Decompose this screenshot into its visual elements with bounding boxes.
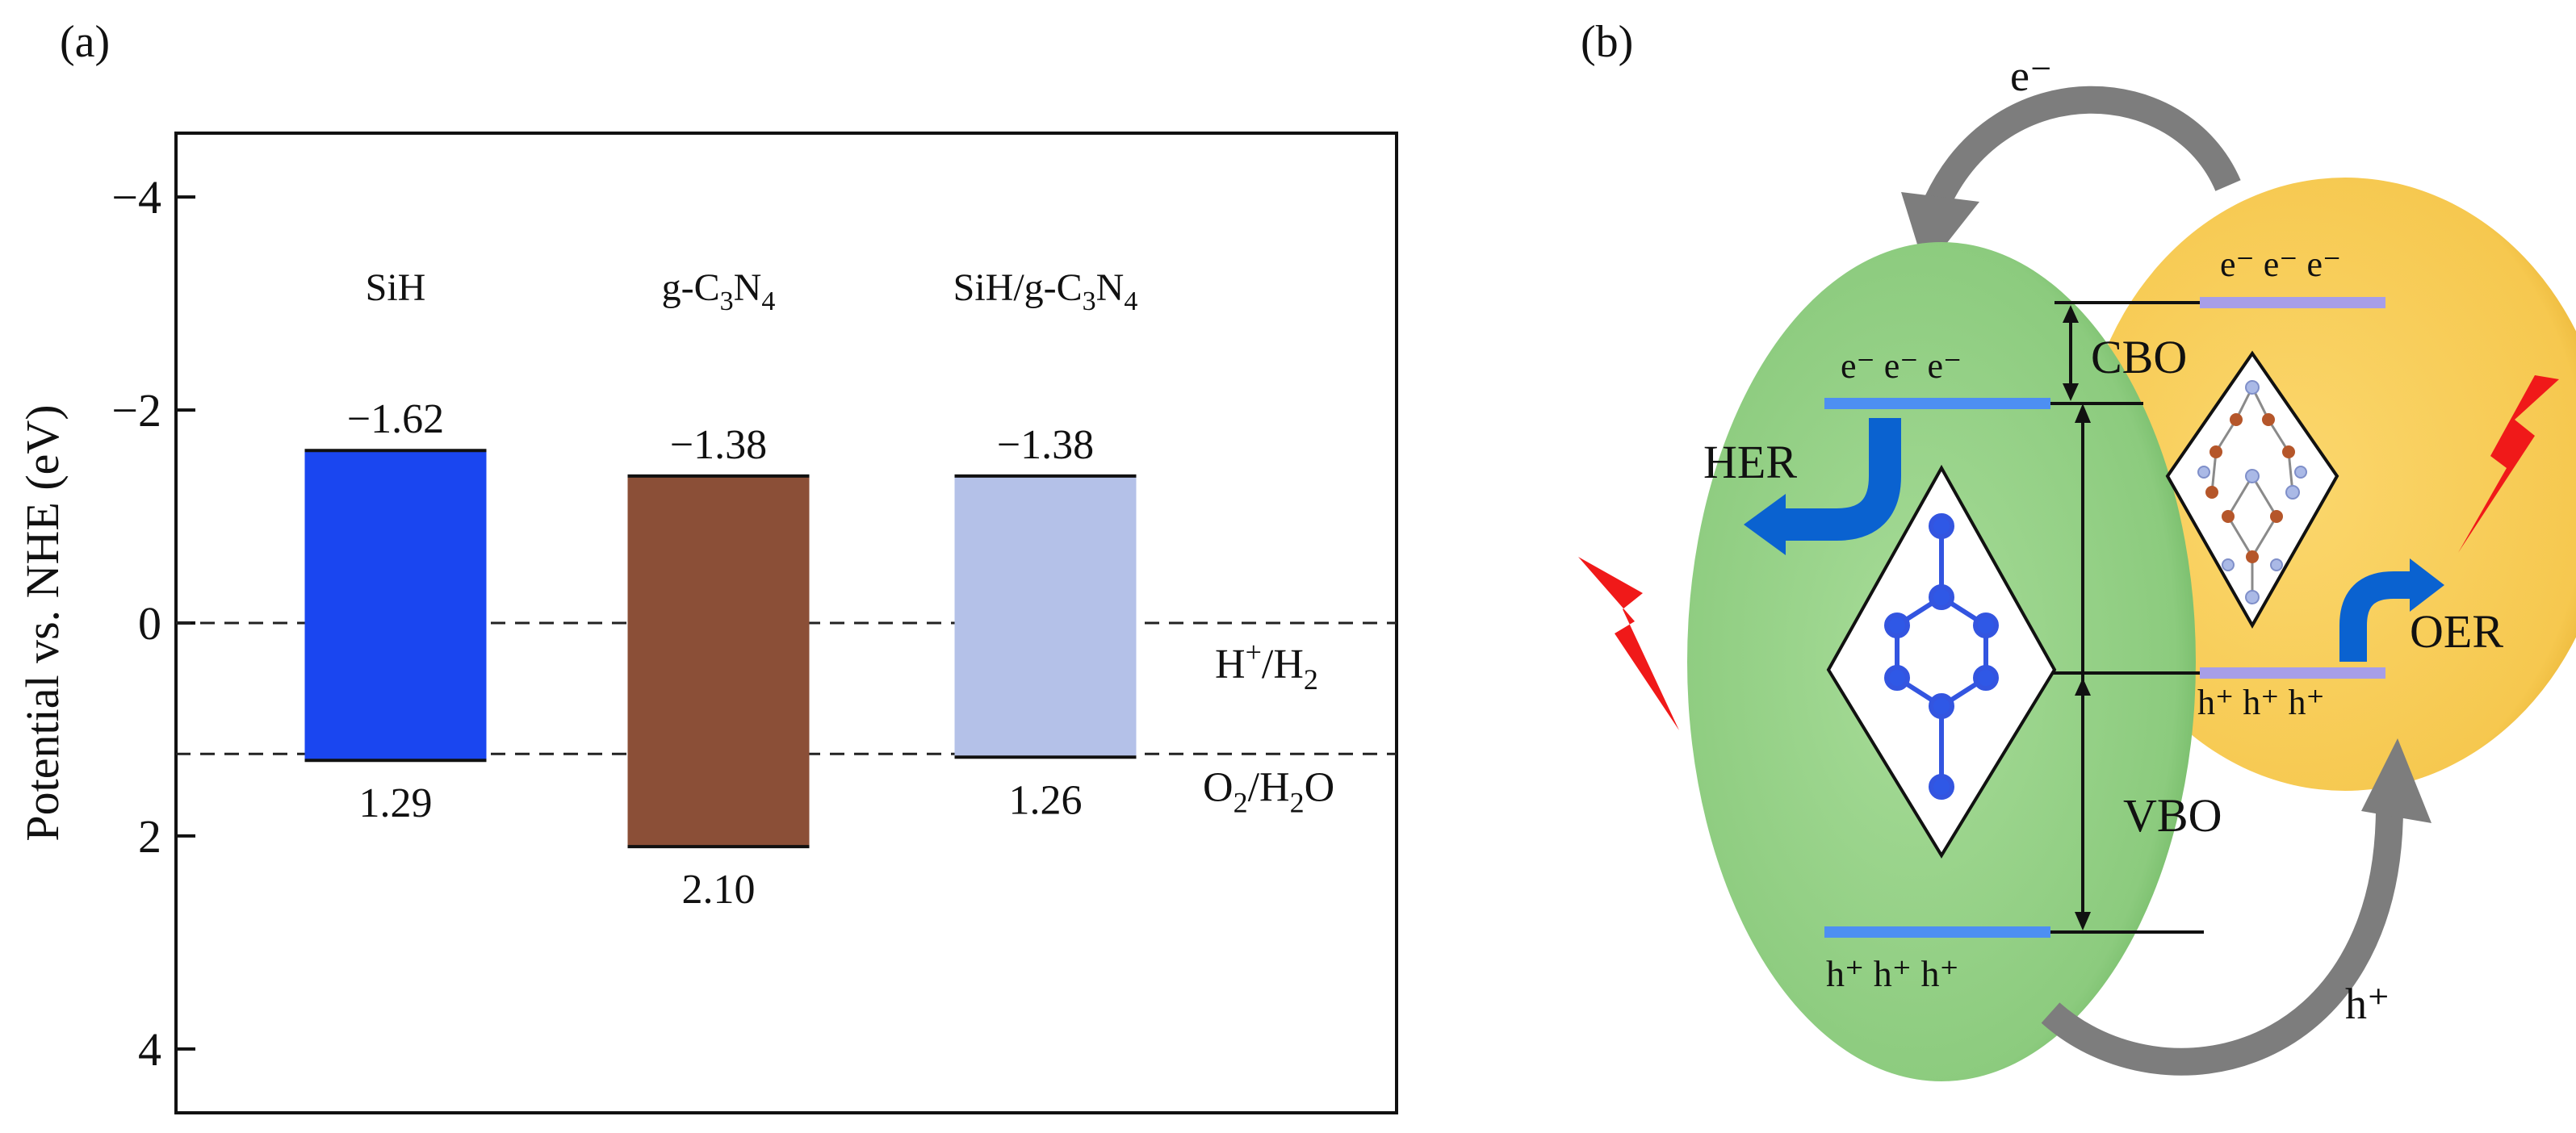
her-arrowhead bbox=[1744, 494, 1786, 555]
oer-label: OER bbox=[2410, 605, 2503, 658]
o2-h2o-label: O2/H2O bbox=[1203, 764, 1334, 818]
cbm-value-label: −1.62 bbox=[347, 396, 444, 442]
g-c3n4-cb-electrons: e⁻ e⁻ e⁻ bbox=[2220, 245, 2341, 284]
band-edge-chart: −4 −2 0 2 4 Potential vs. NHE (eV) H+/H2 O2/… bbox=[16, 132, 1398, 1114]
y-tick-label: 2 bbox=[138, 810, 161, 863]
g-c3n4-vb-holes: h⁺ h⁺ h⁺ bbox=[2197, 683, 2325, 722]
cbo-arrowhead-up bbox=[2063, 305, 2079, 323]
sih-structure-icon bbox=[1884, 513, 1999, 800]
y-axis-label: Potential vs. NHE (eV) bbox=[16, 404, 69, 841]
oer-arrow bbox=[2339, 571, 2414, 662]
y-axis-ticks: −4 −2 0 2 4 bbox=[111, 171, 195, 1076]
vbm-value-label: 1.29 bbox=[359, 780, 433, 826]
lightning-bolt-right-icon bbox=[2458, 375, 2559, 553]
her-arrow bbox=[1772, 418, 1901, 541]
panel-a-label: (a) bbox=[60, 17, 110, 67]
oer-arrowhead bbox=[2410, 558, 2444, 612]
cbm-value-label: −1.38 bbox=[670, 422, 767, 468]
category-label: SiH bbox=[366, 266, 426, 309]
vbo-arrowhead-up bbox=[2075, 678, 2091, 696]
cbo-label: CBO bbox=[2091, 331, 2187, 383]
bar-g-c3n4 bbox=[627, 475, 810, 847]
band-alignment-diagram: e⁻ h⁺ CBO VBO e⁻ e⁻ e⁻ h⁺ h bbox=[1578, 52, 2576, 1081]
vbm-value-label: 2.10 bbox=[682, 867, 756, 913]
electron-label: e⁻ bbox=[2010, 52, 2052, 100]
hole-label: h⁺ bbox=[2345, 980, 2390, 1028]
panel-b-label: (b) bbox=[1581, 17, 1633, 67]
bar-sih-g-c3n4 bbox=[954, 475, 1137, 758]
cbo-arrowhead-down bbox=[2063, 383, 2079, 401]
electron-transfer-arrow bbox=[1925, 86, 2241, 208]
hole-transfer-arrow bbox=[2041, 806, 2403, 1076]
cbm-value-label: −1.38 bbox=[997, 422, 1094, 468]
lightning-bolt-left-icon bbox=[1578, 557, 1679, 730]
g-c3n4-structure-diamond bbox=[2165, 350, 2339, 629]
y-tick-label: 4 bbox=[138, 1023, 161, 1076]
band-gap-arrowhead-up bbox=[2075, 403, 2091, 423]
sih-structure-diamond bbox=[1826, 464, 2057, 859]
sih-cb-electrons: e⁻ e⁻ e⁻ bbox=[1841, 346, 1962, 386]
vbm-value-label: 1.26 bbox=[1009, 777, 1083, 823]
h-plus-h2-label: H+/H2 bbox=[1215, 636, 1318, 696]
bar-sih bbox=[304, 450, 487, 761]
band-gap-arrowhead-down bbox=[2075, 912, 2091, 930]
category-label: SiH/g-C3N4 bbox=[953, 266, 1138, 316]
sih-vb-holes: h⁺ h⁺ h⁺ bbox=[1826, 953, 1959, 994]
y-tick-label: 0 bbox=[138, 597, 161, 650]
category-label: g-C3N4 bbox=[662, 266, 776, 316]
hole-transfer-arrowhead bbox=[2361, 738, 2431, 823]
her-label: HER bbox=[1703, 436, 1797, 488]
y-tick-label: −4 bbox=[111, 171, 161, 224]
bars-group: −1.62 1.29 SiH −1.38 2.10 g-C3N4 −1.38 1.26 SiH/… bbox=[304, 266, 1138, 913]
vbo-label: VBO bbox=[2123, 789, 2222, 842]
g-c3n4-structure-icon bbox=[2197, 380, 2307, 604]
y-tick-label: −2 bbox=[111, 384, 161, 437]
